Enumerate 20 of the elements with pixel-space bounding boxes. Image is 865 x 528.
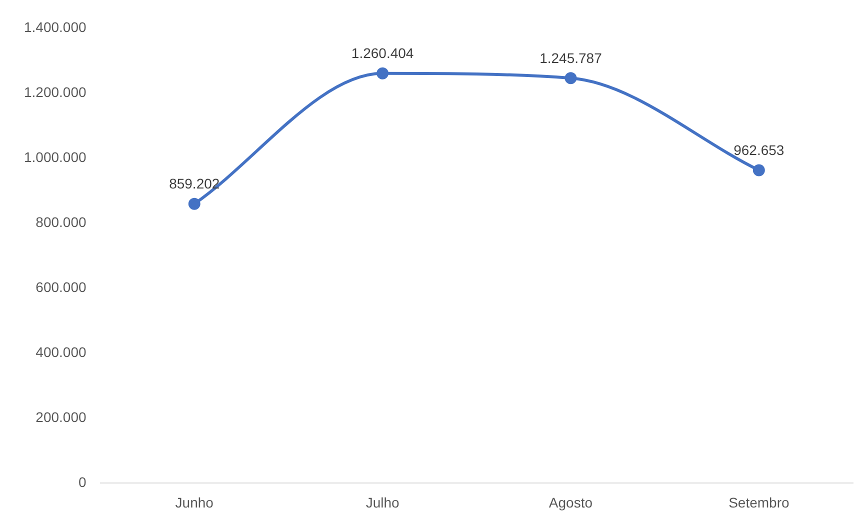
y-tick-label: 600.000 — [36, 278, 86, 295]
point — [752, 164, 765, 176]
data-label: 859.202 — [169, 176, 220, 192]
point — [564, 72, 577, 84]
y-tick-label: 1.400.000 — [24, 18, 86, 35]
point — [188, 198, 200, 210]
y-tick-label: 200.000 — [36, 409, 86, 426]
point — [376, 67, 389, 80]
x-tick-label: Agosto — [548, 494, 593, 510]
y-tick-label: 1.000.000 — [24, 148, 86, 165]
y-tick-label: 0 — [78, 474, 86, 490]
x-tick-label: Setembro — [728, 494, 790, 510]
x-tick-label: Julho — [366, 494, 400, 510]
x-tick-label: Junho — [175, 494, 214, 510]
y-tick-label: 800.000 — [36, 214, 86, 230]
y-tick-label: 400.000 — [36, 344, 86, 360]
data-label: 1.245.787 — [540, 50, 602, 66]
data-label: 962.653 — [734, 142, 784, 158]
y-tick-label: 1.200.000 — [24, 84, 86, 100]
data-label: 1.260.404 — [351, 45, 414, 62]
